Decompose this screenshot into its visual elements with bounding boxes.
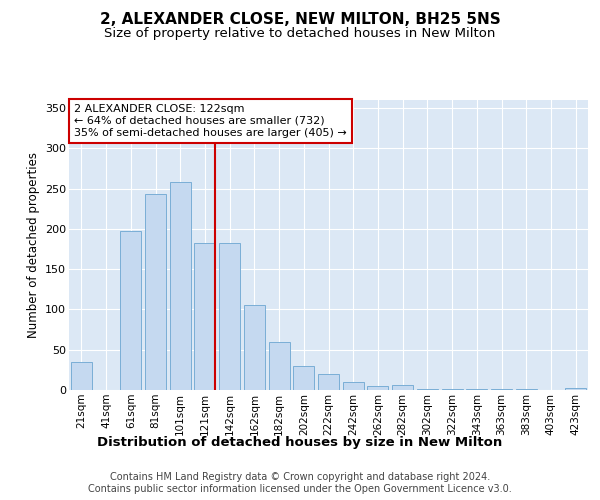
- Bar: [219, 242, 240, 390]
- Bar: [392, 385, 413, 390]
- Bar: [318, 374, 339, 390]
- Text: Distribution of detached houses by size in New Milton: Distribution of detached houses by size …: [97, 436, 503, 449]
- Bar: [442, 389, 463, 390]
- Bar: [491, 389, 512, 390]
- Bar: [194, 242, 215, 390]
- Bar: [120, 232, 141, 390]
- Bar: [367, 386, 388, 390]
- Bar: [293, 366, 314, 390]
- Text: 2, ALEXANDER CLOSE, NEW MILTON, BH25 5NS: 2, ALEXANDER CLOSE, NEW MILTON, BH25 5NS: [100, 12, 500, 28]
- Bar: [71, 362, 92, 390]
- Bar: [516, 389, 537, 390]
- Bar: [466, 389, 487, 390]
- Bar: [565, 388, 586, 390]
- Bar: [170, 182, 191, 390]
- Bar: [417, 389, 438, 390]
- Bar: [244, 304, 265, 390]
- Bar: [269, 342, 290, 390]
- Text: Contains public sector information licensed under the Open Government Licence v3: Contains public sector information licen…: [88, 484, 512, 494]
- Y-axis label: Number of detached properties: Number of detached properties: [26, 152, 40, 338]
- Text: Size of property relative to detached houses in New Milton: Size of property relative to detached ho…: [104, 28, 496, 40]
- Text: Contains HM Land Registry data © Crown copyright and database right 2024.: Contains HM Land Registry data © Crown c…: [110, 472, 490, 482]
- Bar: [343, 382, 364, 390]
- Text: 2 ALEXANDER CLOSE: 122sqm
← 64% of detached houses are smaller (732)
35% of semi: 2 ALEXANDER CLOSE: 122sqm ← 64% of detac…: [74, 104, 347, 138]
- Bar: [145, 194, 166, 390]
